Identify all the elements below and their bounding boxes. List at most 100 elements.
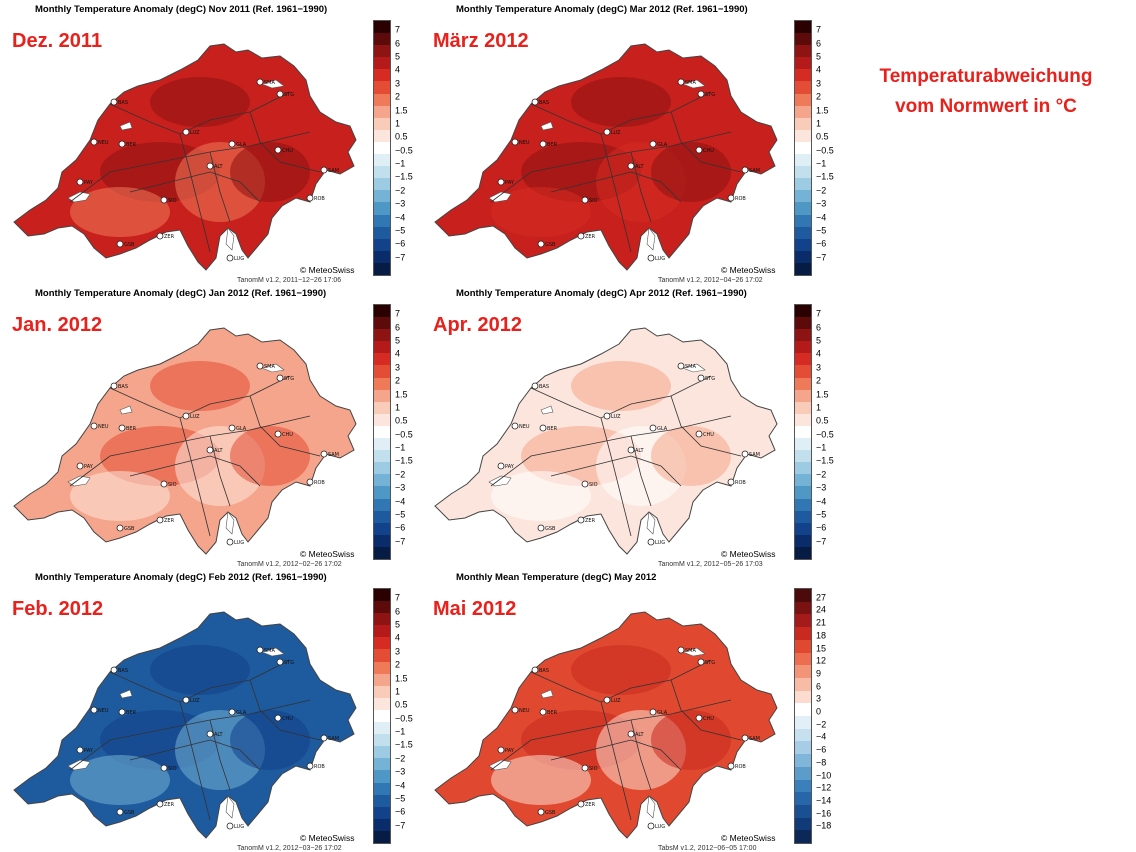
colorbar [373,588,391,844]
switzerland-map: BAS SMA STG BER LUZ GLA CHU SIO ALT LUG GSB SAM NEU P… [13,611,357,839]
colorbar-tick-label: −6 [395,238,406,249]
station-marker [531,382,539,390]
river-line [550,455,682,487]
colorbar-cell [374,438,390,451]
colorbar-cell [795,21,811,34]
colorbar-cell [795,766,811,780]
station-label: BER [126,142,137,148]
station-label: BAS [539,384,549,390]
lake [119,689,133,699]
colorbar-cell [795,341,811,354]
colorbar-cell [374,353,390,366]
station-label: BAS [539,100,549,106]
station-marker [206,446,214,454]
station-marker [320,166,328,174]
colorbar-cell [374,178,390,191]
colorbar-cell [795,105,811,119]
temperature-region [150,645,250,695]
station-marker [603,128,611,136]
station-marker [182,696,190,704]
colorbar-tick-label: −6 [816,238,827,249]
station-label: SIO [168,198,177,204]
station-label: CHU [703,432,714,438]
station-marker [741,734,749,742]
station-marker [90,422,98,430]
colorbar-tick-label: 7 [395,308,401,319]
river-line [490,699,732,771]
panel-title: Monthly Temperature Anomaly (degC) Mar 2… [456,4,748,15]
station-marker [581,764,589,772]
station-label: LUG [655,256,665,262]
station-label: ROB [314,764,325,770]
colorbar-cell [374,21,390,34]
colorbar-cell [795,703,811,717]
colorbar-cell [795,665,811,679]
colorbar-tick-label: −0.5 [395,145,413,156]
colorbar-cell [795,601,811,615]
colorbar-cell [374,649,390,663]
river-line [109,375,291,419]
colorbar-cell [374,709,390,723]
panel-label: Apr. 2012 [433,314,522,336]
colorbar-cell [795,178,811,191]
colorbar-cell [374,734,390,747]
station-marker [697,658,705,666]
station-marker [697,374,705,382]
colorbar-tick-label: 3 [816,78,822,89]
station-label: PAY [505,464,515,470]
river-line [69,131,311,203]
colorbar-cell [795,498,811,512]
colorbar-tick-label: −7 [816,252,827,263]
map-panel-6: Monthly Mean Temperature (degC) May 2012… [421,568,981,852]
station-label: PAY [84,180,94,186]
station-marker [276,90,284,98]
colorbar-tick-label: 27 [816,592,827,603]
station-label: ALT [635,732,645,738]
colorbar-tick-label: 2 [816,375,822,386]
colorbar-cell [374,625,390,638]
panel-title: Monthly Temperature Anomaly (degC) Jan 2… [35,288,327,299]
colorbar-cell [795,510,811,524]
station-label: NEU [519,708,530,714]
station-marker [539,424,547,432]
colorbar-cell [374,462,390,475]
river-line [670,111,742,173]
station-label: BAS [118,100,128,106]
river-line [179,701,211,821]
colorbar-cell [795,534,811,548]
colorbar-tick-label: 5 [816,335,822,346]
colorbar-tick-label: −4 [395,780,406,791]
colorbar-tick-label: −3 [395,766,406,777]
copyright-note: © MeteoSwiss [300,549,355,559]
colorbar-cell [795,639,811,653]
station-marker [320,450,328,458]
colorbar-tick-label: 5 [816,51,822,62]
colorbar-tick-label: 7 [816,308,822,319]
station-label: CHU [703,716,714,722]
river-line [670,395,742,457]
colorbar [373,20,391,276]
station-label: STG [705,92,715,98]
station-marker [695,714,703,722]
panel-title: Monthly Temperature Anomaly (degC) Nov 2… [35,4,328,15]
colorbar-cell [374,57,390,70]
station-label: NEU [98,140,109,146]
colorbar-tick-label: 1.5 [395,389,408,400]
colorbar-cell [374,722,390,735]
station-label: SAM [749,168,760,174]
colorbar-tick-label: 0.5 [816,131,829,142]
colorbar-cell [374,317,390,330]
station-marker [90,706,98,714]
version-note: TanomM v1.2, 2012−05−26 17:03 [658,561,763,568]
colorbar-tick-label: −0.5 [816,429,834,440]
station-label: SIO [589,198,598,204]
colorbar-cell [374,770,390,784]
colorbar-cell [795,741,811,755]
station-label: STG [284,660,294,666]
colorbar-cell [374,673,390,687]
station-marker [537,240,545,248]
station-marker [741,166,749,174]
colorbar-tick-label: 0 [816,706,822,717]
station-label: GSB [545,810,556,816]
river-line [530,375,712,419]
